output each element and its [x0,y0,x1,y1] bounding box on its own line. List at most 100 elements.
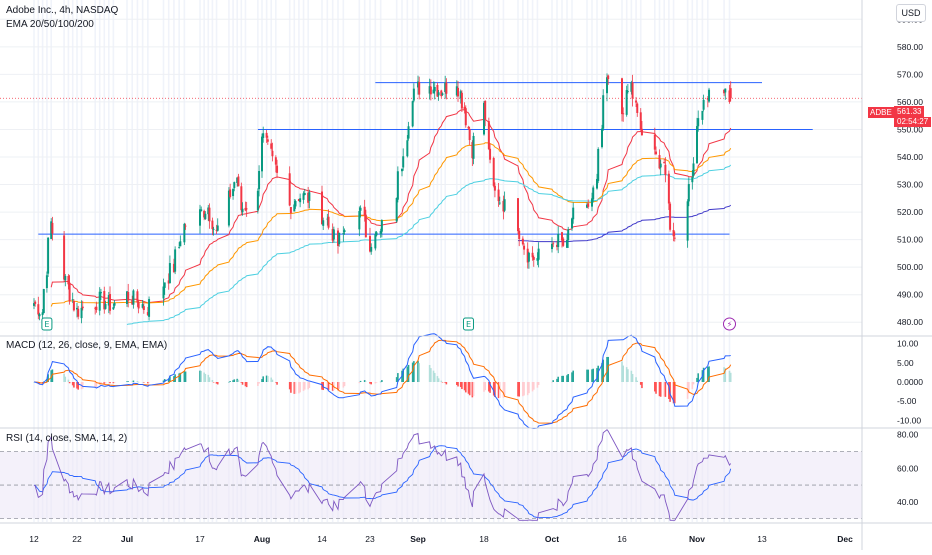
candle [667,170,670,210]
macd-histogram-bar [503,382,506,396]
macd-histogram-bar [728,370,731,382]
candle-body [163,282,166,288]
candle [526,242,529,269]
macd-histogram-bar [326,382,329,390]
candle-body [375,232,378,236]
candle [418,76,421,100]
candle [77,305,80,320]
macd-histogram-bar [441,382,444,383]
candle [406,135,409,158]
macd-histogram-bar [257,382,259,386]
price-tick-label: 500.00 [897,262,923,272]
candle [42,288,45,314]
candle [203,209,206,221]
macd-histogram-bar [47,374,49,382]
candle-body [245,208,248,210]
session-stripe [270,0,273,522]
currency-button[interactable]: USD [896,4,926,22]
candle-body [229,189,232,197]
macd-histogram-bar [494,382,496,397]
macd-histogram-bar [71,382,74,386]
candle [402,148,405,171]
session-stripe [517,0,519,522]
macd-histogram-bar [275,382,277,383]
candle-body [687,183,690,202]
candle [302,191,305,204]
candle-body [80,307,83,319]
candle [592,185,595,203]
candle [95,301,98,313]
background-layer [33,0,731,522]
macd-legend-text: MACD (12, 26, close, 9, EMA, EMA) [6,340,168,351]
macd-histogram-bar [724,368,727,382]
candle-body [215,229,218,231]
macd-legend[interactable]: MACD (12, 26, close, 9, EMA, EMA) [6,340,167,351]
candle [591,192,593,212]
session-stripe [33,0,35,522]
candle-body [536,258,539,261]
session-stripe [103,0,106,522]
candle [429,79,432,101]
session-stripe [522,0,524,522]
candle-body [635,100,638,103]
candle-body [625,90,628,115]
candle [503,191,506,213]
price-tick-label: 580.00 [897,42,923,52]
macd-histogram-bar [635,377,637,382]
candle [207,204,210,221]
dividend-event-marker[interactable]: ⚡ [723,317,736,331]
rsi-legend[interactable]: RSI (14, close, SMA, 14, 2) [6,433,127,444]
candle-body [208,207,211,222]
candle [359,205,362,218]
session-stripe [672,0,675,522]
symbol-price-tag: ADBE [868,107,894,118]
candle-body [174,249,177,272]
macd-histogram-bar [76,382,78,389]
candle-body [200,209,203,211]
macd-histogram-bar [672,382,675,404]
candle [174,246,177,275]
candle [457,81,460,102]
candle [631,74,634,107]
candle [34,300,37,307]
macd-histogram-bar [517,382,519,397]
candle-body [444,82,447,93]
macd-histogram-bar [561,375,563,382]
candle-body [37,304,40,315]
candle [697,110,700,132]
candle-body [489,148,492,160]
candle-body [591,198,593,207]
candle [215,224,218,235]
candle-body [658,155,661,169]
session-stripe [440,0,443,522]
candle [132,289,135,309]
macd-histogram-bar [94,382,96,388]
macd-histogram-bar [468,382,471,396]
macd-histogram-bar [601,363,603,382]
indicator-legend[interactable]: EMA 20/50/100/200 [6,19,94,30]
macd-histogram-bar [104,382,107,384]
candle [669,201,672,232]
macd-histogram-bar [178,373,180,382]
macd-histogram-bar [445,382,448,385]
candle-body [178,247,181,248]
candle-body [686,201,689,241]
candle [212,226,215,236]
macd-histogram-bar [484,382,486,391]
session-stripe [459,0,462,522]
macd-histogram-bar [631,374,634,382]
earnings-event-marker[interactable]: E [462,317,474,331]
candle [497,182,500,207]
session-stripe [331,0,334,522]
candle-body [596,178,598,189]
session-stripe [203,0,205,522]
candle-body [64,275,67,281]
macd-histogram-bar [433,372,436,382]
macd-histogram-bar [489,382,491,393]
session-stripe [71,0,74,522]
session-stripe [691,0,694,522]
macd-histogram-bar [483,382,485,392]
earnings-event-marker[interactable]: E [41,317,53,331]
